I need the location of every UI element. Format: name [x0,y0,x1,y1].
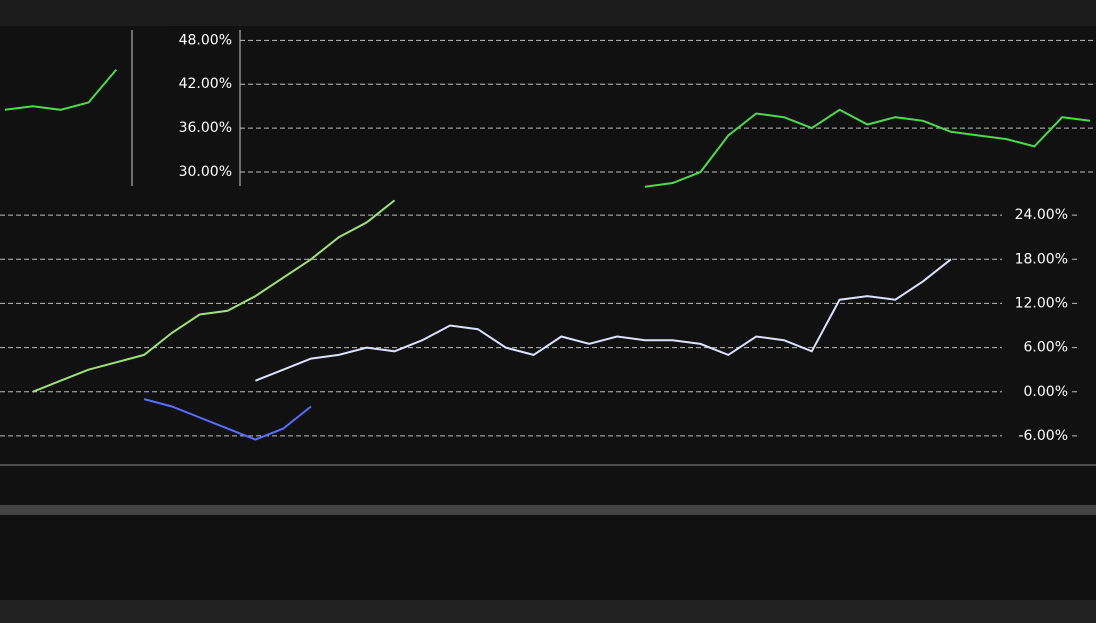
tick-label-bg [166,75,234,94]
title-bar [0,0,1096,26]
tick-label-bg [1002,206,1070,225]
series-line [255,258,952,382]
y-tick-label: -6.00% [1018,428,1068,444]
y-tick-label: 48.00% [179,32,232,48]
tick-label-bg [1002,338,1070,357]
y-tick-label: 30.00% [179,164,232,180]
series-line [32,199,396,393]
tick-label-bg [1002,426,1070,445]
tick-label-bg [166,163,234,182]
series-line [4,68,1091,188]
y-tick-label: 6.00% [1024,340,1068,356]
y-tick-label: 12.00% [1015,295,1068,311]
y-tick-label: 18.00% [1015,251,1068,267]
tick-label-bg [166,119,234,138]
scroll-band [0,505,1096,515]
y-tick-label: 42.00% [179,76,232,92]
y-tick-label: 36.00% [179,120,232,136]
y-tick-label: 24.00% [1015,207,1068,223]
tick-label-bg [1002,250,1070,269]
series-line [143,398,312,441]
tick-label-bg [166,31,234,50]
y-tick-label: 0.00% [1024,384,1068,400]
tick-label-bg [1002,382,1070,401]
status-bar [0,600,1096,623]
tick-label-bg [1002,294,1070,313]
